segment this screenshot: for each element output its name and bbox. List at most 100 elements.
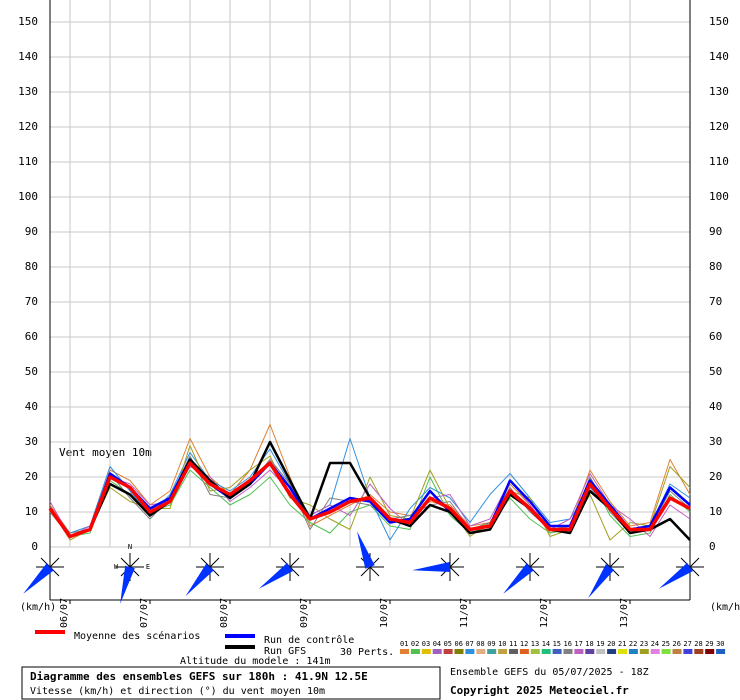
perturbation-label: 11 <box>509 640 517 648</box>
y-tick-label: 130 <box>18 85 38 98</box>
perturbation-label: 22 <box>629 640 637 648</box>
wind-arrow <box>357 531 375 569</box>
y-tick-label: 100 <box>18 190 38 203</box>
perturbation-label: 24 <box>651 640 659 648</box>
perturbation-label: 27 <box>683 640 691 648</box>
perturbation-line <box>49 445 691 541</box>
wind-arrow <box>120 565 135 604</box>
y-tick-label: 40 <box>709 400 722 413</box>
compass-label: W <box>114 563 119 571</box>
perturbation-label: 15 <box>553 640 561 648</box>
y-tick-label: 70 <box>709 295 722 308</box>
box-subtitle: Vitesse (km/h) et direction (°) du vent … <box>30 686 325 697</box>
perturbation-label: 19 <box>596 640 604 648</box>
y-tick-label: 30 <box>25 435 38 448</box>
perturbation-label: 17 <box>574 640 582 648</box>
y-unit-right: (km/h) <box>710 602 740 613</box>
perturbation-swatch <box>585 649 595 654</box>
perturbation-swatch <box>443 649 453 654</box>
x-tick-label: 08/07 <box>219 598 230 628</box>
perturbation-label: 05 <box>444 640 452 648</box>
y-tick-label: 50 <box>709 365 722 378</box>
perturbation-label: 29 <box>705 640 713 648</box>
perturbation-label: 20 <box>607 640 615 648</box>
x-tick-label: 06/07 <box>59 598 70 628</box>
perturbation-label: 18 <box>585 640 593 648</box>
y-tick-label: 40 <box>25 400 38 413</box>
perturbation-label: 07 <box>465 640 473 648</box>
y-tick-label: 0 <box>31 540 38 553</box>
perturbation-swatch <box>421 649 431 654</box>
legend-label: Run de contrôle <box>264 634 354 646</box>
perturbation-swatch <box>607 649 617 654</box>
y-tick-label: 150 <box>18 15 38 28</box>
perturbation-swatch <box>552 649 562 654</box>
perturbation-swatch <box>618 649 627 654</box>
perturbation-swatch <box>541 649 551 654</box>
compass-label: E <box>146 563 150 571</box>
perturbation-swatch <box>476 649 486 654</box>
y-tick-label: 60 <box>25 330 38 343</box>
altitude: Altitude du modele : 141m <box>180 656 331 667</box>
wind-arrow <box>658 562 693 589</box>
x-tick-label: 12/07 <box>539 598 550 628</box>
perturbation-swatch <box>563 649 573 654</box>
perturbation-swatch <box>432 649 442 654</box>
perturbation-label: 09 <box>487 640 495 648</box>
y-tick-label: 150 <box>709 15 729 28</box>
wind-arrow <box>412 562 451 572</box>
y-tick-label: 10 <box>709 505 722 518</box>
legend-label: Moyenne des scénarios <box>74 630 200 642</box>
perturbation-swatch <box>465 649 475 654</box>
perturbation-swatch <box>596 649 606 654</box>
wind-arrow <box>258 562 293 589</box>
perturbation-label: 21 <box>618 640 626 648</box>
y-tick-label: 110 <box>709 155 729 168</box>
perturbation-swatch <box>650 649 660 654</box>
y-unit-left: (km/h) <box>20 602 56 613</box>
perturbation-label: 26 <box>673 640 681 648</box>
y-tick-label: 140 <box>18 50 38 63</box>
y-tick-label: 130 <box>709 85 729 98</box>
y-tick-label: 80 <box>709 260 722 273</box>
perturbation-swatch <box>661 649 671 654</box>
series-line <box>48 461 691 539</box>
y-tick-label: 90 <box>709 225 722 238</box>
y-tick-label: 90 <box>25 225 38 238</box>
y-tick-label: 50 <box>25 365 38 378</box>
perturbation-label: 10 <box>498 640 506 648</box>
perturbation-label: 03 <box>422 640 430 648</box>
perturbation-swatch <box>639 649 649 654</box>
compass-label: N <box>128 543 132 551</box>
y-tick-label: 60 <box>709 330 722 343</box>
y-tick-label: 80 <box>25 260 38 273</box>
x-tick-label: 09/07 <box>299 598 310 628</box>
x-tick-label: 10/07 <box>379 598 390 628</box>
perturbation-swatch <box>509 649 518 654</box>
perturbation-swatch <box>498 649 508 654</box>
perturbation-label: 01 <box>400 640 408 648</box>
perturbation-label: 12 <box>520 640 528 648</box>
perturbation-swatch <box>628 649 638 654</box>
perturbation-label: 08 <box>476 640 484 648</box>
perturbation-swatch <box>400 649 409 654</box>
perturbation-swatch <box>530 649 540 654</box>
perturbation-label: 06 <box>455 640 463 648</box>
perturbation-swatch <box>454 649 464 654</box>
wind-arrow <box>185 563 214 597</box>
y-tick-label: 120 <box>709 120 729 133</box>
y-tick-label: 100 <box>709 190 729 203</box>
perturbation-label: 25 <box>662 640 670 648</box>
wind-arrow <box>23 563 54 594</box>
wind-arrow <box>503 563 534 594</box>
perturbation-swatch <box>683 649 693 654</box>
perturbation-label: 14 <box>542 640 550 648</box>
y-tick-label: 140 <box>709 50 729 63</box>
y-tick-label: 0 <box>709 540 716 553</box>
y-tick-label: 30 <box>709 435 722 448</box>
perturbation-label: 23 <box>640 640 648 648</box>
y-tick-label: 20 <box>709 470 722 483</box>
x-tick-label: 07/07 <box>139 598 150 628</box>
annotation: Vent moyen 10m <box>59 446 152 459</box>
perturbation-label: 04 <box>433 640 441 648</box>
